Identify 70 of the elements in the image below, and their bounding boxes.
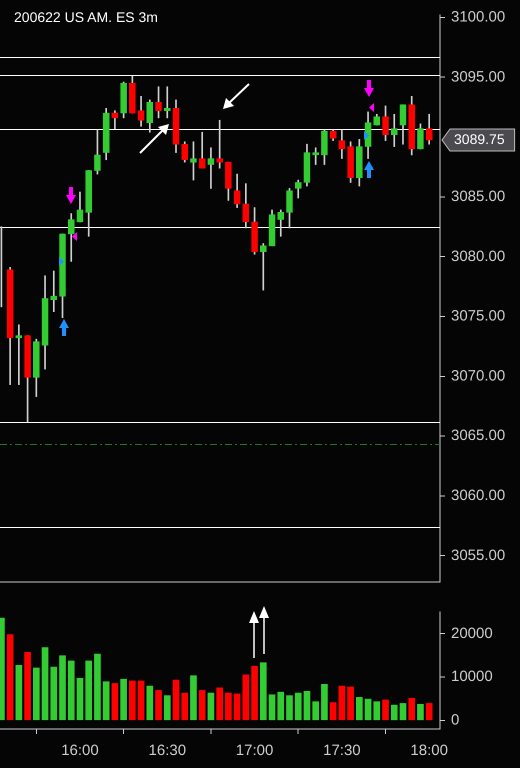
y-tick-label: 20000	[451, 624, 493, 642]
bar	[426, 703, 433, 720]
bar	[294, 692, 302, 720]
y-tick-label: 3085.00	[451, 188, 506, 205]
bar	[190, 675, 197, 720]
bar	[59, 655, 66, 720]
bar	[50, 666, 58, 720]
bar	[408, 698, 416, 720]
y-tick-label: 3100.00	[451, 8, 506, 26]
bar	[251, 666, 258, 720]
bar	[102, 681, 110, 720]
bar	[42, 647, 48, 720]
bar	[277, 692, 284, 720]
y-tick-label: 3070.00	[451, 367, 506, 384]
y-tick-label: 3065.00	[451, 427, 506, 444]
chart-title: 200622 US AM. ES 3m	[14, 9, 158, 25]
bar	[155, 690, 162, 720]
bar	[32, 668, 40, 720]
bar	[129, 680, 136, 720]
bar	[364, 698, 372, 720]
bar	[330, 702, 336, 720]
bar	[373, 701, 380, 720]
x-tick-label: 16:30	[148, 742, 186, 760]
bar	[356, 697, 363, 720]
bar	[181, 692, 188, 720]
bar	[225, 692, 232, 720]
bar	[6, 634, 14, 720]
bar	[216, 688, 223, 720]
bar	[338, 686, 346, 720]
bar	[85, 660, 92, 720]
bar	[164, 695, 171, 720]
bar	[172, 680, 180, 720]
y-tick-label: 0	[451, 711, 460, 728]
bar	[94, 654, 101, 720]
bar	[400, 703, 406, 720]
bar	[304, 690, 310, 720]
text: 3089.75	[454, 130, 505, 147]
bar	[286, 695, 293, 720]
bar	[347, 686, 354, 720]
candlestick	[190, 141, 197, 180]
y-tick-label: 3080.00	[451, 248, 506, 265]
bar	[198, 690, 206, 720]
x-tick-label: 18:00	[410, 742, 448, 760]
bar	[120, 678, 127, 720]
x-tick-label: 17:00	[236, 742, 274, 760]
bar	[268, 694, 276, 720]
bar	[321, 684, 328, 720]
x-tick-label: 17:30	[323, 742, 361, 760]
y-tick-label: 3060.00	[451, 487, 506, 504]
candlestick	[208, 147, 214, 189]
bar	[260, 662, 267, 720]
bar	[112, 683, 118, 720]
bar	[68, 660, 75, 720]
bar	[146, 686, 154, 720]
bar	[138, 680, 144, 720]
y-tick-label: 10000	[451, 668, 493, 686]
bar	[242, 674, 250, 720]
bar	[390, 704, 398, 720]
y-tick-label: 3055.00	[451, 546, 506, 564]
bar	[417, 704, 424, 720]
bar	[16, 664, 22, 720]
y-tick-label: 3095.00	[451, 68, 506, 86]
bar	[312, 701, 320, 720]
bar	[24, 652, 31, 720]
x-tick-label: 16:00	[61, 742, 99, 760]
bar	[208, 692, 214, 720]
bar	[234, 694, 240, 720]
bar	[76, 678, 84, 720]
bar	[382, 700, 389, 720]
y-tick-label: 3075.00	[451, 308, 506, 325]
